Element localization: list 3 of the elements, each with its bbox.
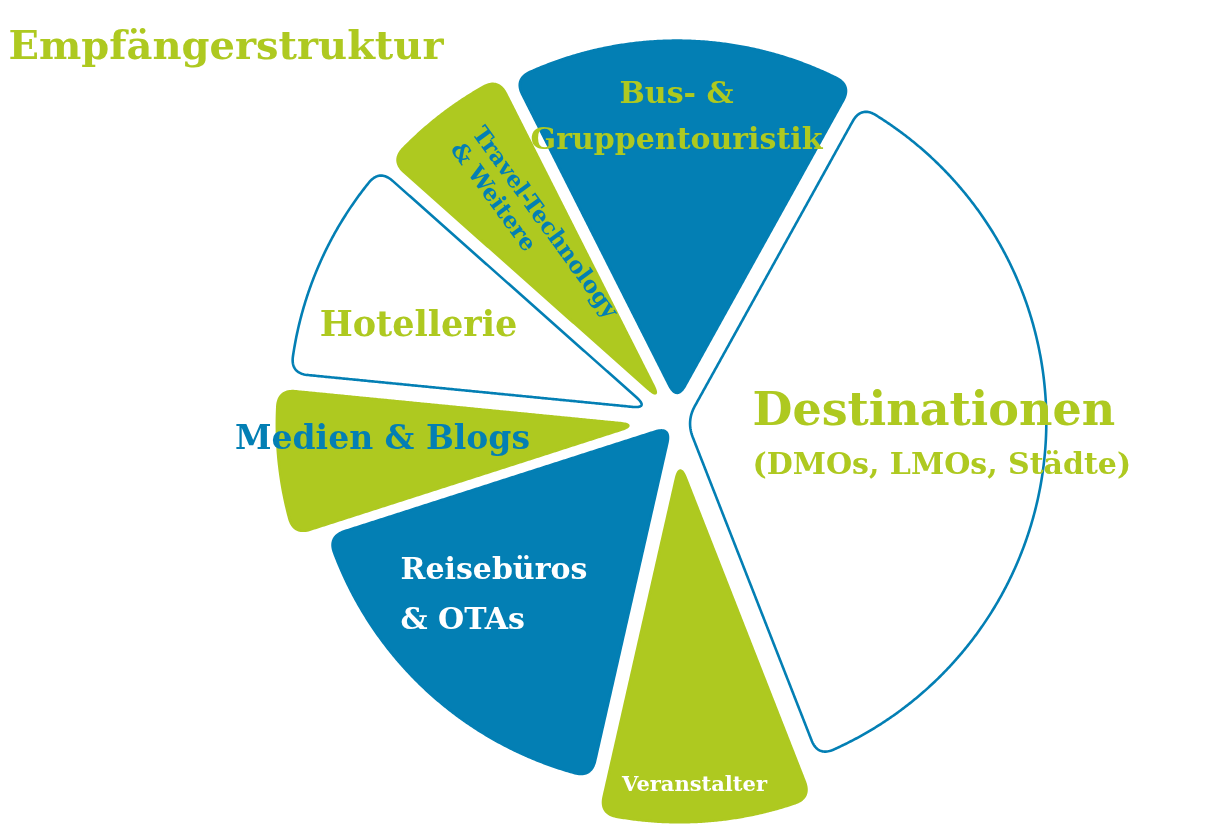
slice-label: Veranstalter: [621, 771, 768, 796]
chart-title: Empfängerstruktur: [8, 21, 445, 68]
slice-label: Reisebüros & OTAs: [400, 551, 588, 636]
